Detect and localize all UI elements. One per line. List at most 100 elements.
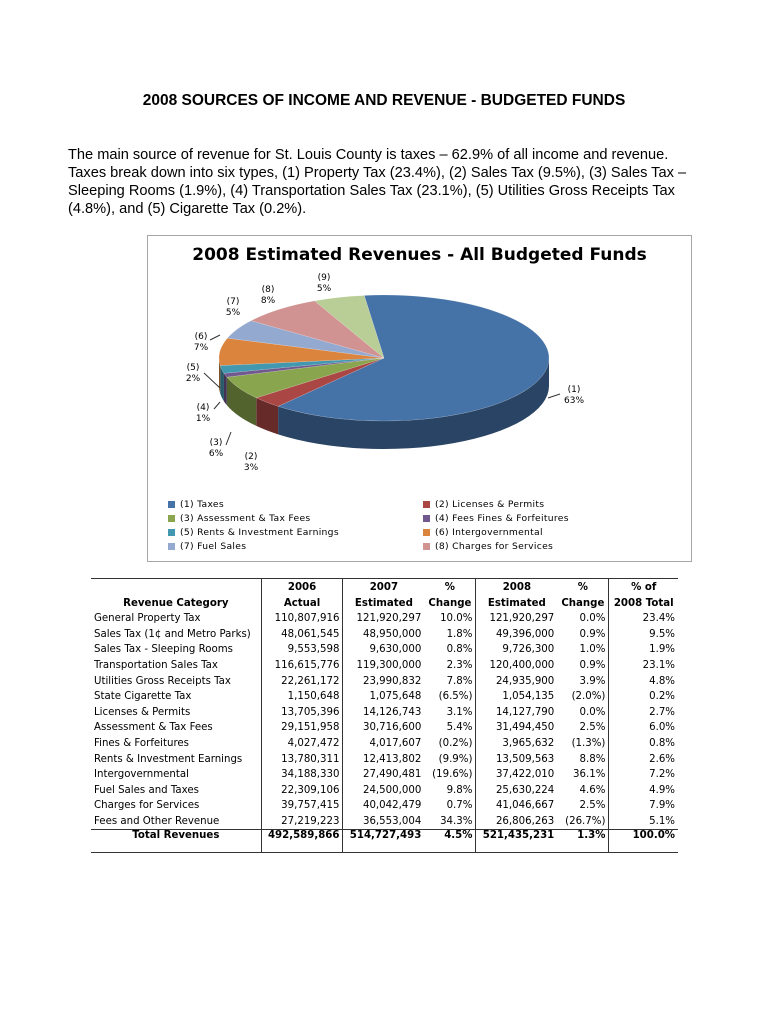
table-cell: (9.9%) — [424, 751, 477, 767]
column-header — [91, 578, 262, 595]
table-cell: 39,757,415 — [261, 798, 344, 814]
table-cell: 49,396,000 — [495, 628, 555, 640]
legend-swatch — [168, 501, 175, 508]
total-cell: 100.0% — [608, 829, 678, 847]
table-cell: 4.8% — [649, 675, 675, 687]
table-cell: 4.6% — [557, 782, 610, 799]
legend-item: (1) Taxes — [168, 498, 423, 511]
row-category: Utilities Gross Receipts Tax — [91, 673, 262, 689]
slice-label-2: (2) 3% — [243, 452, 259, 473]
legend-label: (4) Fees Fines & Forfeitures — [435, 513, 569, 524]
table-cell: 36.1% — [557, 766, 610, 783]
total-cell: 514,727,493 — [342, 829, 425, 847]
pie-slice — [255, 357, 385, 407]
table-cell: 2.7% — [649, 706, 675, 718]
legend-label: (7) Fuel Sales — [180, 541, 247, 552]
total-cell: 4.5% — [424, 829, 477, 847]
row-category: Rents & Investment Earnings — [91, 751, 262, 767]
table-cell: 0.2% — [649, 691, 675, 703]
table-row: Transportation Sales Tax 116,615,776 119,3… — [91, 657, 678, 674]
table-cell: 9,630,000 — [369, 644, 422, 656]
table-cell: 26,806,263 — [495, 816, 555, 828]
table-cell: 14,126,743 — [362, 706, 422, 718]
revenue-table: 2006 2007% 2008%% of Revenue Category Actua… — [91, 578, 678, 854]
table-cell: 5.1% — [649, 816, 675, 828]
leader-line — [209, 334, 221, 341]
table-cell: 8.8% — [557, 751, 610, 767]
table-spacer — [342, 846, 425, 854]
legend-swatch — [168, 543, 175, 550]
table-cell: 1.9% — [649, 644, 675, 656]
table-row: Fines & Forfeitures 4,027,472 4,017,607 (0.… — [91, 735, 678, 752]
column-header: Estimated — [354, 597, 413, 609]
legend-item: (7) Fuel Sales — [168, 540, 423, 553]
table-cell: (1.3%) — [557, 735, 610, 752]
column-header: % — [424, 578, 477, 595]
table-cell: 2.6% — [649, 753, 675, 765]
column-header: Revenue Category — [91, 595, 262, 611]
table-cell: 34.3% — [424, 813, 477, 830]
pie-slice — [218, 337, 385, 366]
legend-label: (1) Taxes — [180, 499, 224, 510]
column-header: Estimated — [487, 597, 546, 609]
table-cell: 25,630,224 — [495, 784, 555, 796]
row-category: General Property Tax — [91, 611, 262, 627]
table-cell: (19.6%) — [424, 766, 477, 783]
column-header: Change — [557, 595, 610, 611]
legend-item: (3) Assessment & Tax Fees — [168, 512, 423, 525]
table-cell: 30,716,600 — [362, 722, 422, 734]
table-spacer — [557, 846, 610, 854]
leader-line — [547, 393, 561, 399]
total-row: Total Revenues 492,589,866 514,727,493 4.5%… — [91, 829, 678, 847]
table-row: Sales Tax (1¢ and Metro Parks) 48,061,545… — [91, 626, 678, 643]
row-category: Charges for Services — [91, 798, 262, 814]
table-cell: 2.5% — [557, 798, 610, 814]
legend-swatch — [423, 543, 430, 550]
table-cell: 6.0% — [649, 722, 675, 734]
slice-label-1: (1) 63% — [563, 385, 585, 406]
table-cell: 0.8% — [649, 738, 675, 750]
table-cell: 2.5% — [557, 720, 610, 736]
row-category: Assessment & Tax Fees — [91, 720, 262, 736]
pie-chart: 2008 Estimated Revenues - All Budgeted F… — [147, 235, 692, 562]
legend-label: (6) Intergovernmental — [435, 527, 543, 538]
row-category: Sales Tax (1¢ and Metro Parks) — [91, 626, 262, 643]
table-cell: 13,780,311 — [261, 751, 344, 767]
legend-item: (5) Rents & Investment Earnings — [168, 526, 423, 539]
pie-slice-side — [220, 365, 224, 402]
leader-line — [225, 431, 232, 446]
table-cell: 9.5% — [649, 628, 675, 640]
legend-swatch — [423, 529, 430, 536]
table-cell: 2.3% — [424, 657, 477, 674]
table-cell: 116,615,776 — [261, 657, 344, 674]
table-row: Intergovernmental 34,188,330 27,490,481 (19… — [91, 766, 678, 783]
table-cell: 4,027,472 — [261, 735, 344, 752]
pie-slice — [226, 320, 385, 359]
table-cell: 22,309,106 — [261, 782, 344, 799]
pie-slice — [250, 300, 385, 359]
table-cell: 9,553,598 — [261, 642, 344, 658]
row-category: Licenses & Permits — [91, 704, 262, 721]
slice-label-8: (8) 8% — [260, 285, 276, 306]
column-header: Actual — [261, 595, 344, 611]
total-cell: 521,435,231 — [475, 829, 558, 847]
table-row: Charges for Services 39,757,415 40,042,479… — [91, 798, 678, 814]
pie-slice — [314, 295, 385, 359]
pie-slice-side — [223, 373, 227, 406]
pie-slice-side — [219, 358, 221, 394]
table-cell: 23,990,832 — [362, 675, 422, 687]
document-title: 2008 SOURCES OF INCOME AND REVENUE - BUD… — [142, 92, 626, 109]
total-cell: 492,589,866 — [261, 829, 344, 847]
table-cell: 48,950,000 — [362, 628, 422, 640]
table-cell: 4.9% — [649, 784, 675, 796]
table-row: Assessment & Tax Fees 29,151,958 30,716,60… — [91, 720, 678, 736]
table-cell: 41,046,667 — [495, 800, 555, 812]
table-cell: 23.1% — [642, 660, 675, 672]
pie-svg — [203, 294, 561, 449]
column-header: 2006 — [261, 578, 344, 595]
intro-paragraph: The main source of revenue for St. Louis… — [68, 147, 687, 217]
table-cell: 10.0% — [424, 611, 477, 627]
total-label: Total Revenues — [91, 829, 262, 847]
table-cell: 119,300,000 — [356, 660, 422, 672]
table-cell: 1,075,648 — [369, 691, 422, 703]
